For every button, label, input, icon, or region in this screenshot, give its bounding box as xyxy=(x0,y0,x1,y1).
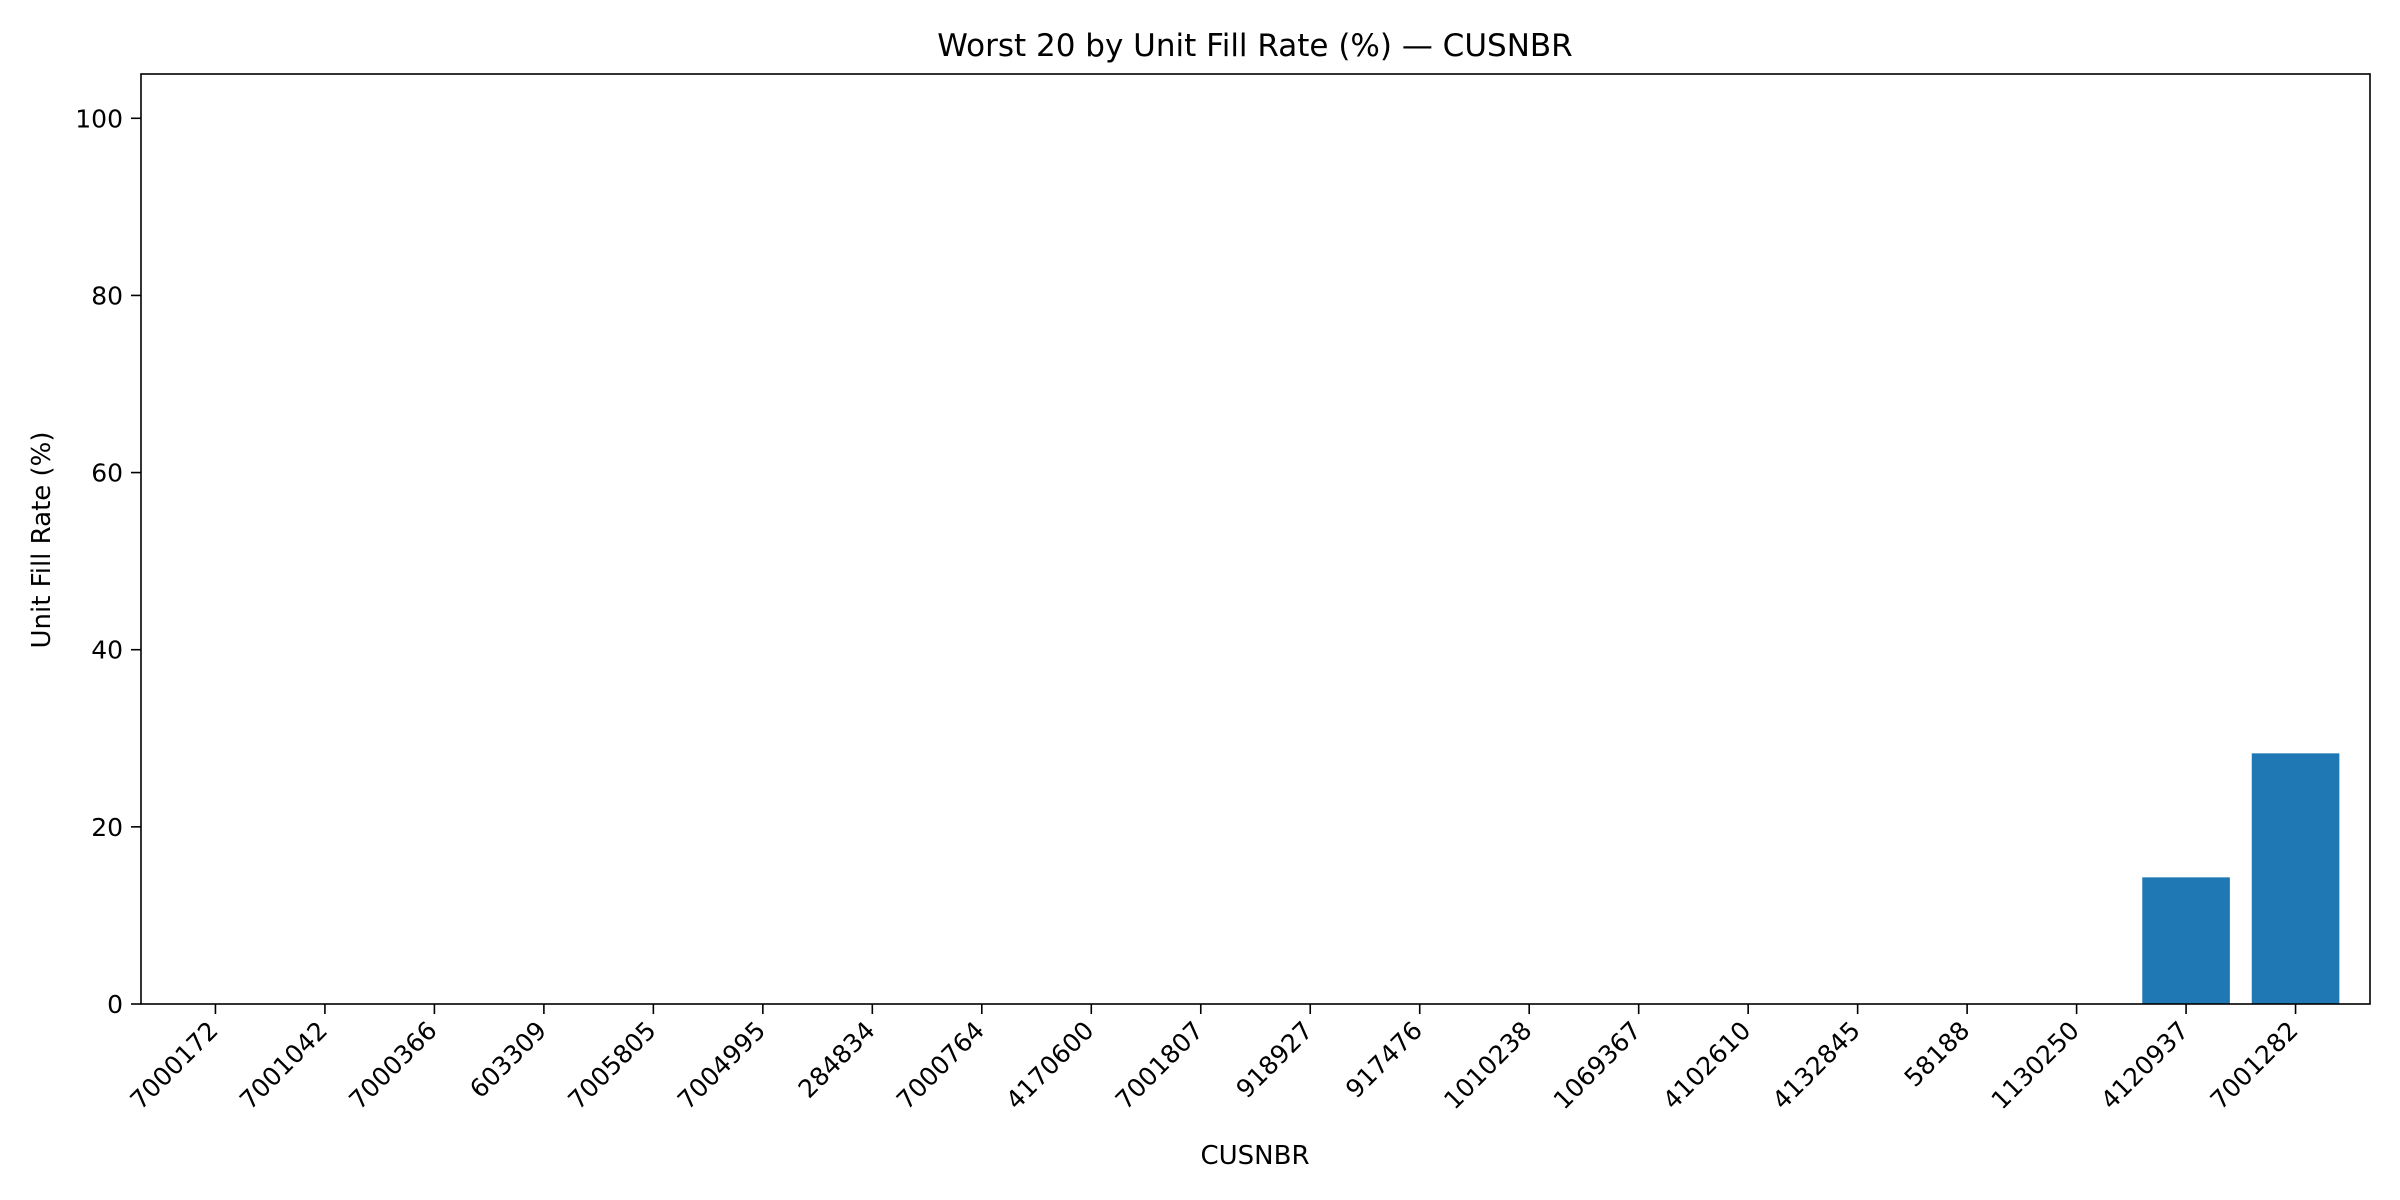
x-tick-label: 7001042 xyxy=(234,1016,333,1115)
y-tick-label: 40 xyxy=(91,636,123,665)
bar-7001282 xyxy=(2251,753,2340,1004)
x-tick-label: 4120937 xyxy=(2095,1016,2194,1115)
x-tick-label: 1069367 xyxy=(1548,1016,1647,1115)
x-tick-label: 4102610 xyxy=(1657,1016,1756,1115)
x-tick-label: 58188 xyxy=(1899,1016,1976,1093)
x-tick-label: 284834 xyxy=(793,1016,881,1104)
bar-4120937 xyxy=(2142,877,2230,1004)
bars-group xyxy=(2142,753,2340,1004)
y-tick-label: 100 xyxy=(75,104,123,133)
y-axis-label: Unit Fill Rate (%) xyxy=(27,431,57,648)
x-axis: 7000172 7001042 7000366 603309 7005805 700499… xyxy=(124,1004,2304,1115)
x-tick-label: 7001807 xyxy=(1110,1016,1209,1115)
x-tick-label: 7001282 xyxy=(2205,1016,2304,1115)
y-axis: 0 20 40 60 80 100 xyxy=(75,104,141,1019)
x-tick-label: 7005805 xyxy=(562,1016,661,1115)
y-tick-label: 20 xyxy=(91,813,123,842)
x-tick-label: 918927 xyxy=(1230,1016,1318,1104)
x-tick-label: 4170600 xyxy=(1000,1016,1099,1115)
x-tick-label: 603309 xyxy=(464,1016,552,1104)
x-axis-label: CUSNBR xyxy=(1200,1141,1309,1171)
x-tick-label: 7000764 xyxy=(891,1016,990,1115)
x-tick-label: 7000366 xyxy=(343,1016,442,1115)
x-tick-label: 1010238 xyxy=(1438,1016,1537,1115)
y-tick-label: 80 xyxy=(91,281,123,310)
x-tick-label: 1130250 xyxy=(1986,1016,2085,1115)
chart-title: Worst 20 by Unit Fill Rate (%) — CUSNBR xyxy=(937,28,1572,64)
y-tick-label: 0 xyxy=(107,990,123,1019)
x-tick-label: 7004995 xyxy=(672,1016,771,1115)
plot-frame xyxy=(140,73,2371,1005)
x-tick-label: 7000172 xyxy=(124,1016,223,1115)
x-tick-label: 917476 xyxy=(1340,1016,1428,1104)
y-tick-label: 60 xyxy=(91,459,123,488)
x-tick-label: 4132845 xyxy=(1767,1016,1866,1115)
